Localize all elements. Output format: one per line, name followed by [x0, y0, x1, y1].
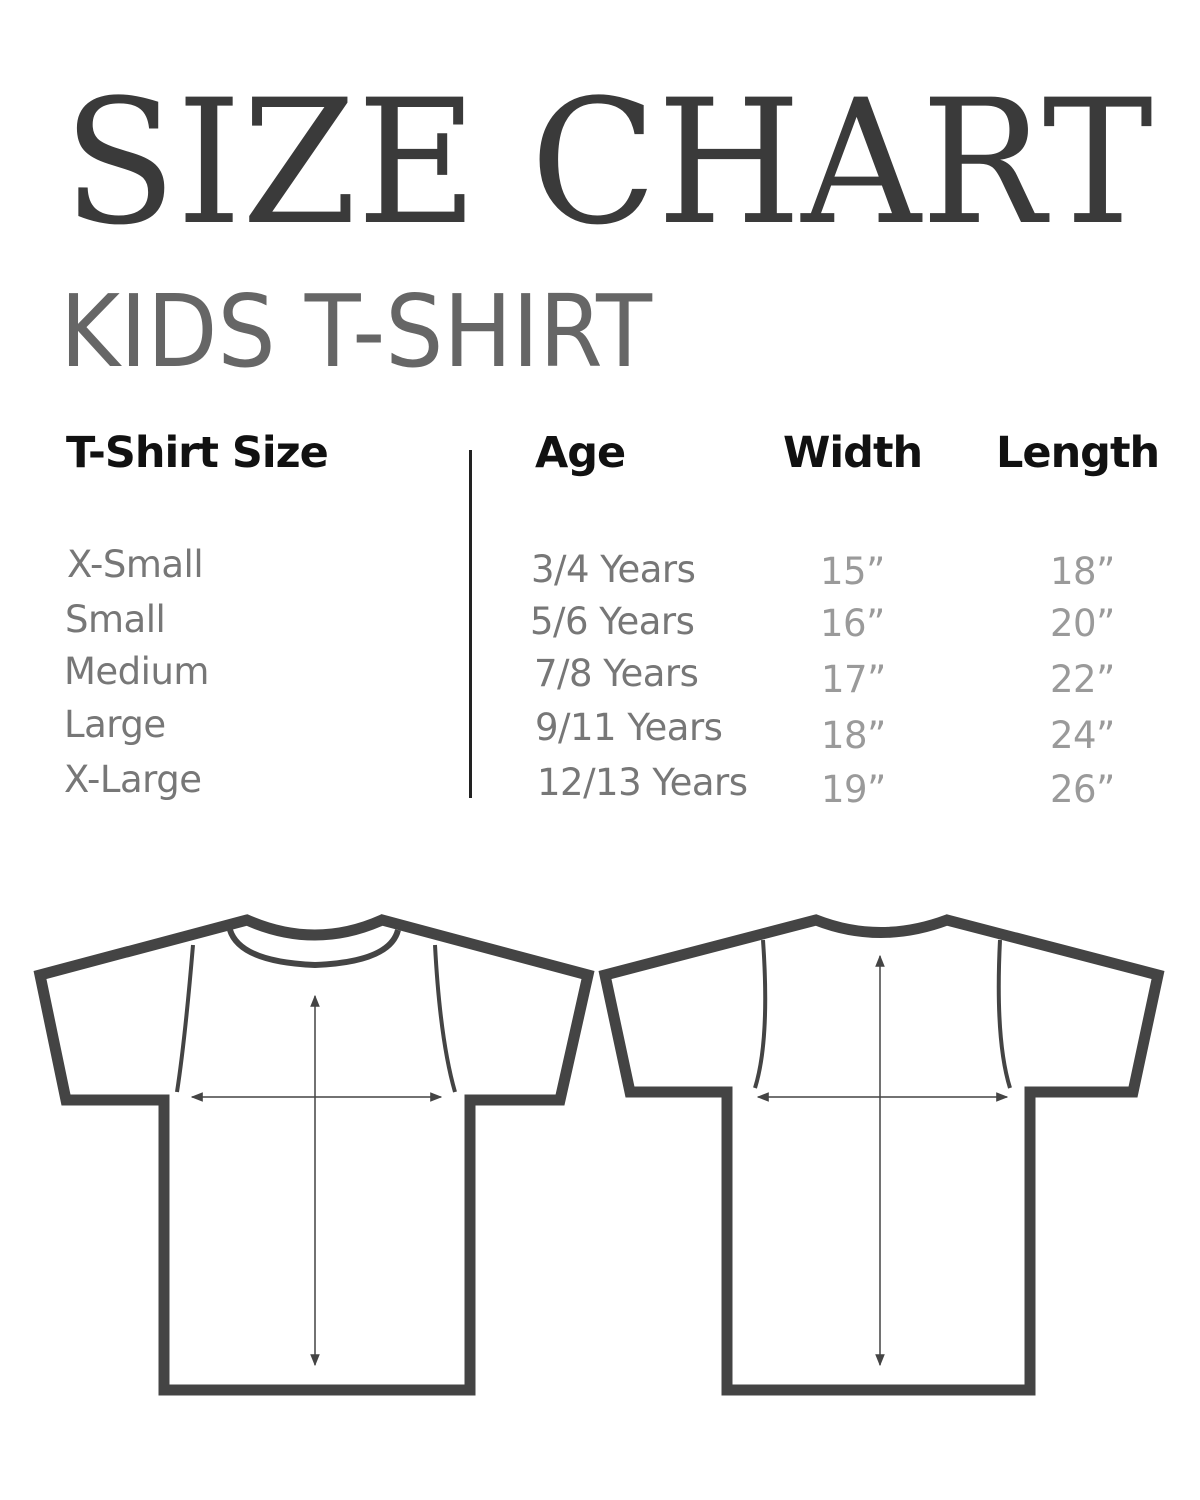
- age-cell: 12/13 Years: [537, 761, 748, 804]
- size-cell: Small: [65, 598, 166, 641]
- width-cell: 15”: [820, 550, 885, 593]
- heading: SIZE CHART KIDS T-SHIRT: [60, 62, 1153, 390]
- header-age: Age: [535, 428, 626, 478]
- length-cell: 22”: [1050, 658, 1115, 701]
- size-cell: X-Small: [67, 543, 204, 586]
- size-cell: Medium: [64, 650, 209, 693]
- size-cell: X-Large: [64, 758, 202, 801]
- page-subtitle: KIDS T-SHIRT: [60, 273, 653, 390]
- length-cell: 18”: [1050, 550, 1115, 593]
- header-width: Width: [783, 428, 923, 478]
- tshirt-front-icon: [33, 914, 595, 1396]
- age-cell: 5/6 Years: [530, 600, 695, 643]
- width-cell: 16”: [820, 602, 885, 645]
- age-cell: 3/4 Years: [531, 548, 696, 591]
- width-cell: 17”: [821, 658, 886, 701]
- header-length: Length: [996, 428, 1160, 478]
- length-cell: 24”: [1050, 714, 1115, 757]
- size-cell: Large: [64, 703, 166, 746]
- age-cell: 7/8 Years: [534, 652, 699, 695]
- page-title: SIZE CHART: [63, 62, 1153, 263]
- header-size: T-Shirt Size: [66, 428, 329, 478]
- length-cell: 26”: [1050, 768, 1115, 811]
- length-cell: 20”: [1050, 602, 1115, 645]
- width-cell: 19”: [821, 768, 886, 811]
- tshirt-diagrams: [33, 914, 1165, 1396]
- column-divider: [469, 450, 472, 798]
- tshirt-back-icon: [598, 914, 1165, 1396]
- age-cell: 9/11 Years: [535, 706, 723, 749]
- width-cell: 18”: [821, 714, 886, 757]
